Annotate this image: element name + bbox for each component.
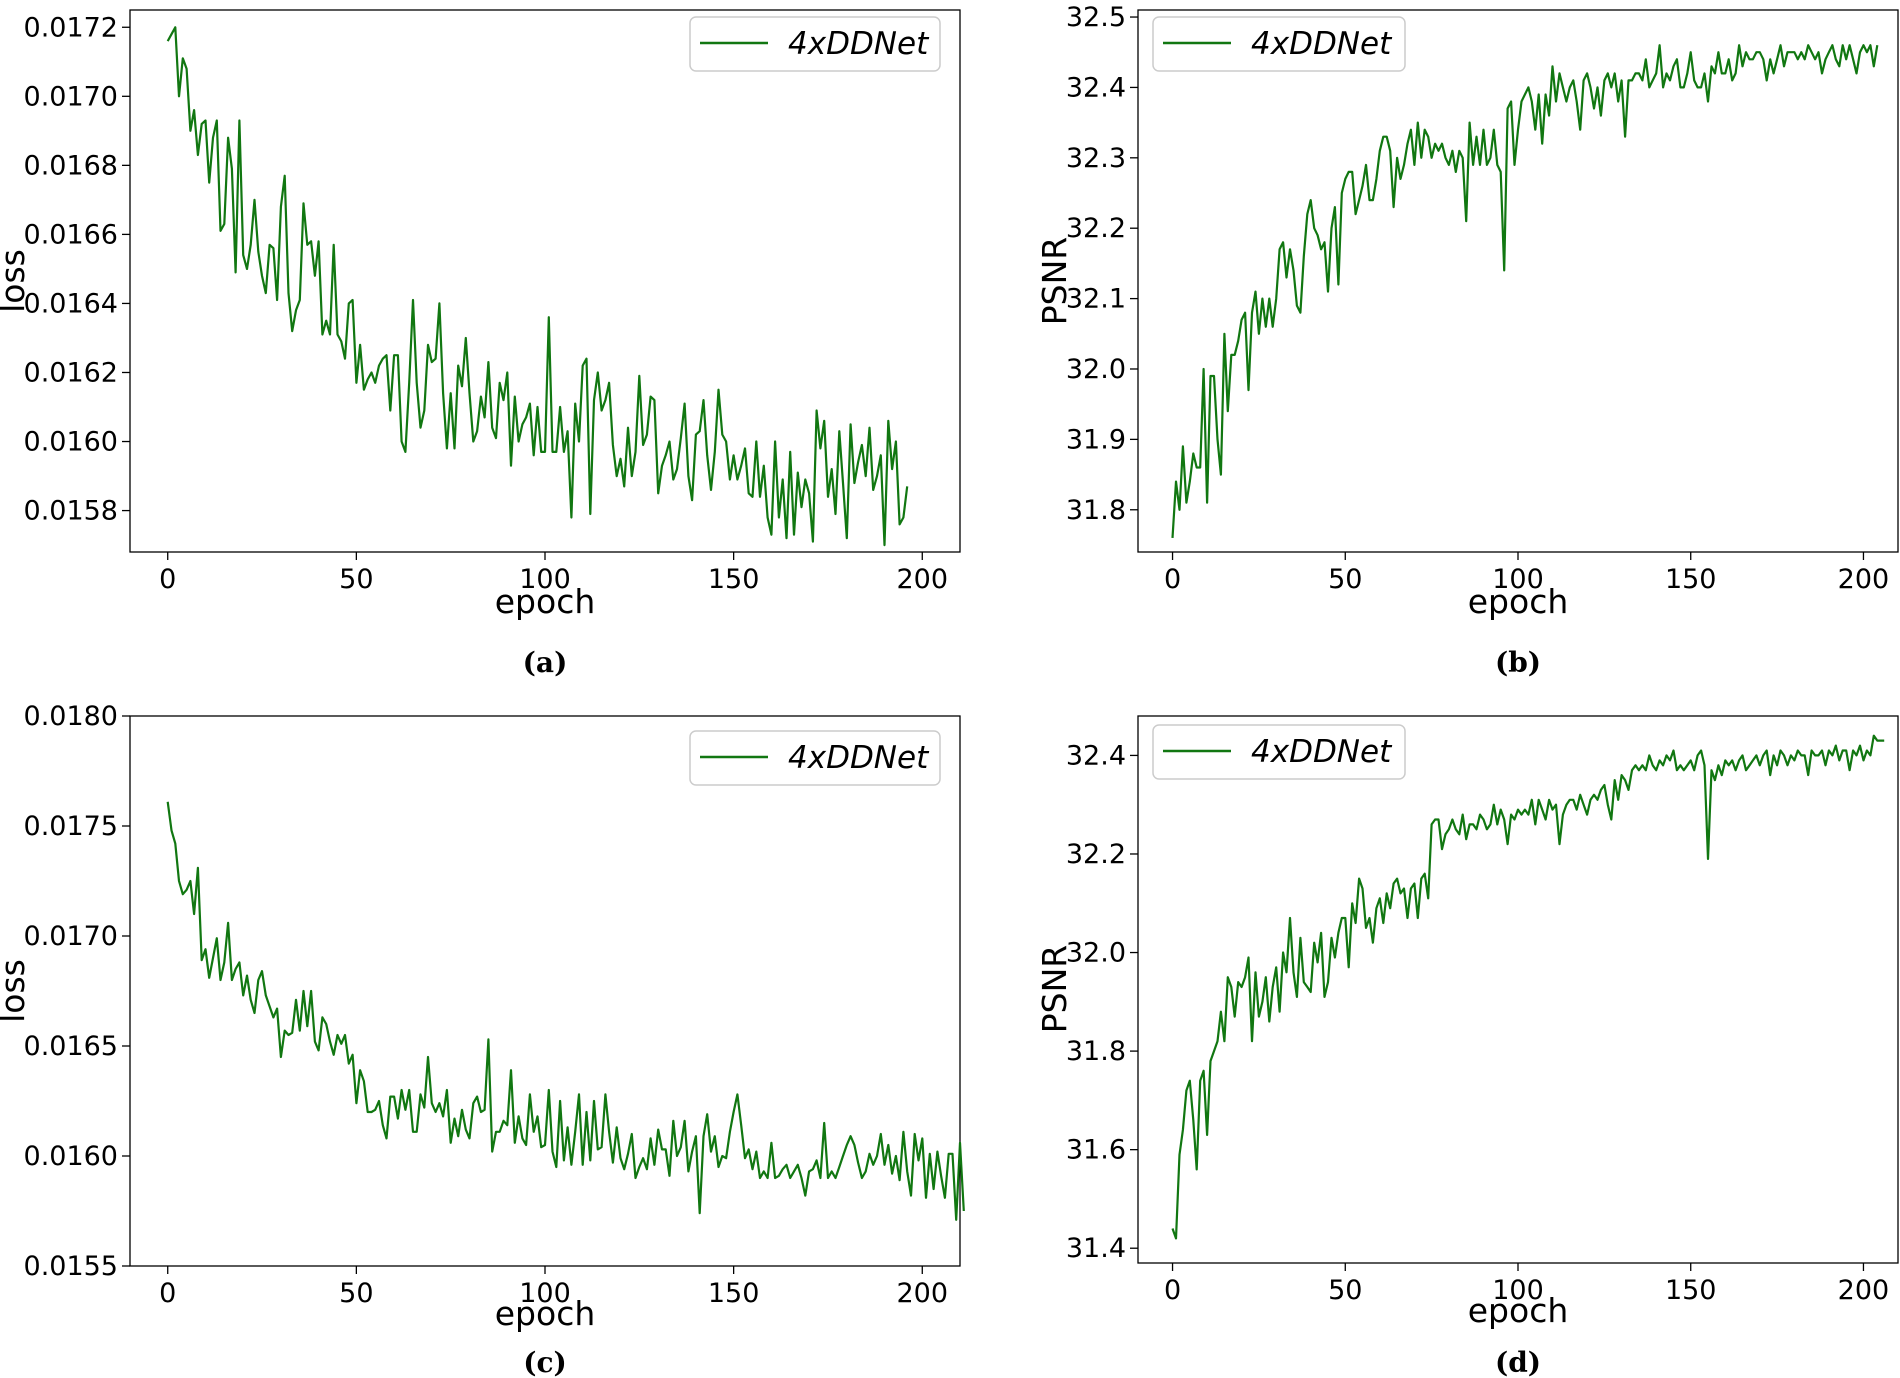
plot-area-a xyxy=(129,9,961,553)
series-line-c xyxy=(166,801,965,1221)
x-tick-label: 50 xyxy=(339,564,373,595)
y-tick-label: 0.0170 xyxy=(24,81,118,112)
x-tick-label: 200 xyxy=(1838,1275,1890,1306)
legend-box-a xyxy=(689,16,941,72)
y-tick-label: 0.0164 xyxy=(24,288,118,319)
x-axis-label-b: epoch xyxy=(1468,582,1569,621)
y-ticks-c: 0.0155 0.0160 0.0165 0.0170 0.0175 0.0180 xyxy=(24,701,130,1282)
legend-label-c: 4xDDNet xyxy=(788,740,930,776)
legend-c: 4xDDNet xyxy=(689,730,941,786)
legend-d: 4xDDNet xyxy=(1152,724,1406,780)
y-axis-label-c: loss xyxy=(0,959,32,1023)
chart-panel-b: 31.8 31.9 32.0 32.1 32.2 32.3 32.4 32.5 0 50 100 1… xyxy=(1035,2,1899,679)
plot-area-d xyxy=(1137,715,1899,1264)
y-ticks-a: 0.0158 0.0160 0.0162 0.0164 0.0166 0.0168 0.01… xyxy=(24,12,130,527)
legend-box-d xyxy=(1152,724,1406,780)
x-ticks-c: 0 50 100 150 200 xyxy=(159,1266,948,1309)
y-tick-label: 32.4 xyxy=(1066,72,1126,103)
x-tick-label: 150 xyxy=(708,1278,760,1309)
y-tick-label: 32.3 xyxy=(1066,143,1126,174)
y-tick-label: 32.2 xyxy=(1066,213,1126,244)
chart-panel-a: 0.0158 0.0160 0.0162 0.0164 0.0166 0.0168 0.01… xyxy=(0,9,961,679)
y-tick-label: 32.2 xyxy=(1066,839,1126,870)
y-tick-label: 32.1 xyxy=(1066,284,1126,315)
x-tick-label: 100 xyxy=(519,1278,571,1309)
series-line-d xyxy=(1171,734,1885,1240)
x-tick-label: 0 xyxy=(159,1278,176,1309)
x-axis-label-a: epoch xyxy=(495,582,596,621)
x-axis-label-d: epoch xyxy=(1468,1291,1569,1330)
y-tick-label: 31.4 xyxy=(1066,1233,1126,1264)
x-tick-label: 150 xyxy=(1665,1275,1717,1306)
legend-label-d: 4xDDNet xyxy=(1251,734,1393,770)
y-tick-label: 0.0172 xyxy=(24,12,118,43)
y-tick-label: 0.0155 xyxy=(24,1251,118,1282)
chart-panel-c: 0.0155 0.0160 0.0165 0.0170 0.0175 0.0180 0 50… xyxy=(0,701,965,1378)
caption-b: (b) xyxy=(1495,646,1541,679)
caption-d: (d) xyxy=(1495,1346,1541,1378)
caption-a: (a) xyxy=(523,646,568,679)
legend-label-b: 4xDDNet xyxy=(1251,26,1393,62)
y-tick-label: 0.0168 xyxy=(24,150,118,181)
x-tick-label: 0 xyxy=(159,564,176,595)
x-tick-label: 200 xyxy=(896,1278,948,1309)
legend-a: 4xDDNet xyxy=(689,16,941,72)
y-tick-label: 31.6 xyxy=(1066,1135,1126,1166)
y-tick-label: 31.8 xyxy=(1066,1036,1126,1067)
y-tick-label: 0.0170 xyxy=(24,921,118,952)
x-tick-label: 200 xyxy=(896,564,948,595)
y-axis-label-d: PSNR xyxy=(1035,945,1074,1033)
y-tick-label: 0.0160 xyxy=(24,1141,118,1172)
y-tick-label: 0.0162 xyxy=(24,357,118,388)
y-tick-label: 0.0165 xyxy=(24,1031,118,1062)
y-tick-label: 31.8 xyxy=(1066,495,1126,526)
legend-label-a: 4xDDNet xyxy=(788,26,930,62)
y-ticks-d: 31.4 31.6 31.8 32.0 32.2 32.4 xyxy=(1066,740,1138,1264)
y-ticks-b: 31.8 31.9 32.0 32.1 32.2 32.3 32.4 32.5 xyxy=(1066,2,1138,526)
caption-c: (c) xyxy=(523,1346,567,1378)
y-tick-label: 32.5 xyxy=(1066,2,1126,33)
x-axis-label-c: epoch xyxy=(495,1294,596,1333)
y-tick-label: 0.0175 xyxy=(24,811,118,842)
y-tick-label: 0.0180 xyxy=(24,701,118,732)
x-tick-label: 150 xyxy=(1665,564,1717,595)
y-axis-label-a: loss xyxy=(0,249,32,313)
y-tick-label: 32.4 xyxy=(1066,740,1126,771)
y-tick-label: 0.0166 xyxy=(24,219,118,250)
x-tick-label: 0 xyxy=(1164,1275,1181,1306)
x-tick-label: 150 xyxy=(708,564,760,595)
x-tick-label: 100 xyxy=(519,564,571,595)
y-tick-label: 0.0158 xyxy=(24,496,118,527)
y-tick-label: 31.9 xyxy=(1066,424,1126,455)
legend-b: 4xDDNet xyxy=(1152,16,1406,72)
x-ticks-b: 0 50 100 150 200 xyxy=(1164,552,1889,595)
x-tick-label: 50 xyxy=(1328,1275,1362,1306)
plot-area-c xyxy=(129,715,961,1267)
legend-box-c xyxy=(689,730,941,786)
series-line-b xyxy=(1171,44,1879,538)
x-ticks-a: 0 50 100 150 200 xyxy=(159,552,948,595)
chart-panel-d: 31.4 31.6 31.8 32.0 32.2 32.4 0 50 100 150 200 4x… xyxy=(1035,715,1899,1378)
x-tick-label: 50 xyxy=(339,1278,373,1309)
series-line-a xyxy=(166,26,909,547)
x-tick-label: 200 xyxy=(1838,564,1890,595)
legend-box-b xyxy=(1152,16,1406,72)
y-tick-label: 32.0 xyxy=(1066,938,1126,969)
x-tick-label: 100 xyxy=(1492,1275,1544,1306)
y-axis-label-b: PSNR xyxy=(1035,237,1074,325)
y-tick-label: 32.0 xyxy=(1066,354,1126,385)
x-tick-label: 0 xyxy=(1164,564,1181,595)
plot-area-b xyxy=(1137,9,1899,553)
x-tick-label: 50 xyxy=(1328,564,1362,595)
x-ticks-d: 0 50 100 150 200 xyxy=(1164,1263,1889,1306)
y-tick-label: 0.0160 xyxy=(24,427,118,458)
x-tick-label: 100 xyxy=(1492,564,1544,595)
